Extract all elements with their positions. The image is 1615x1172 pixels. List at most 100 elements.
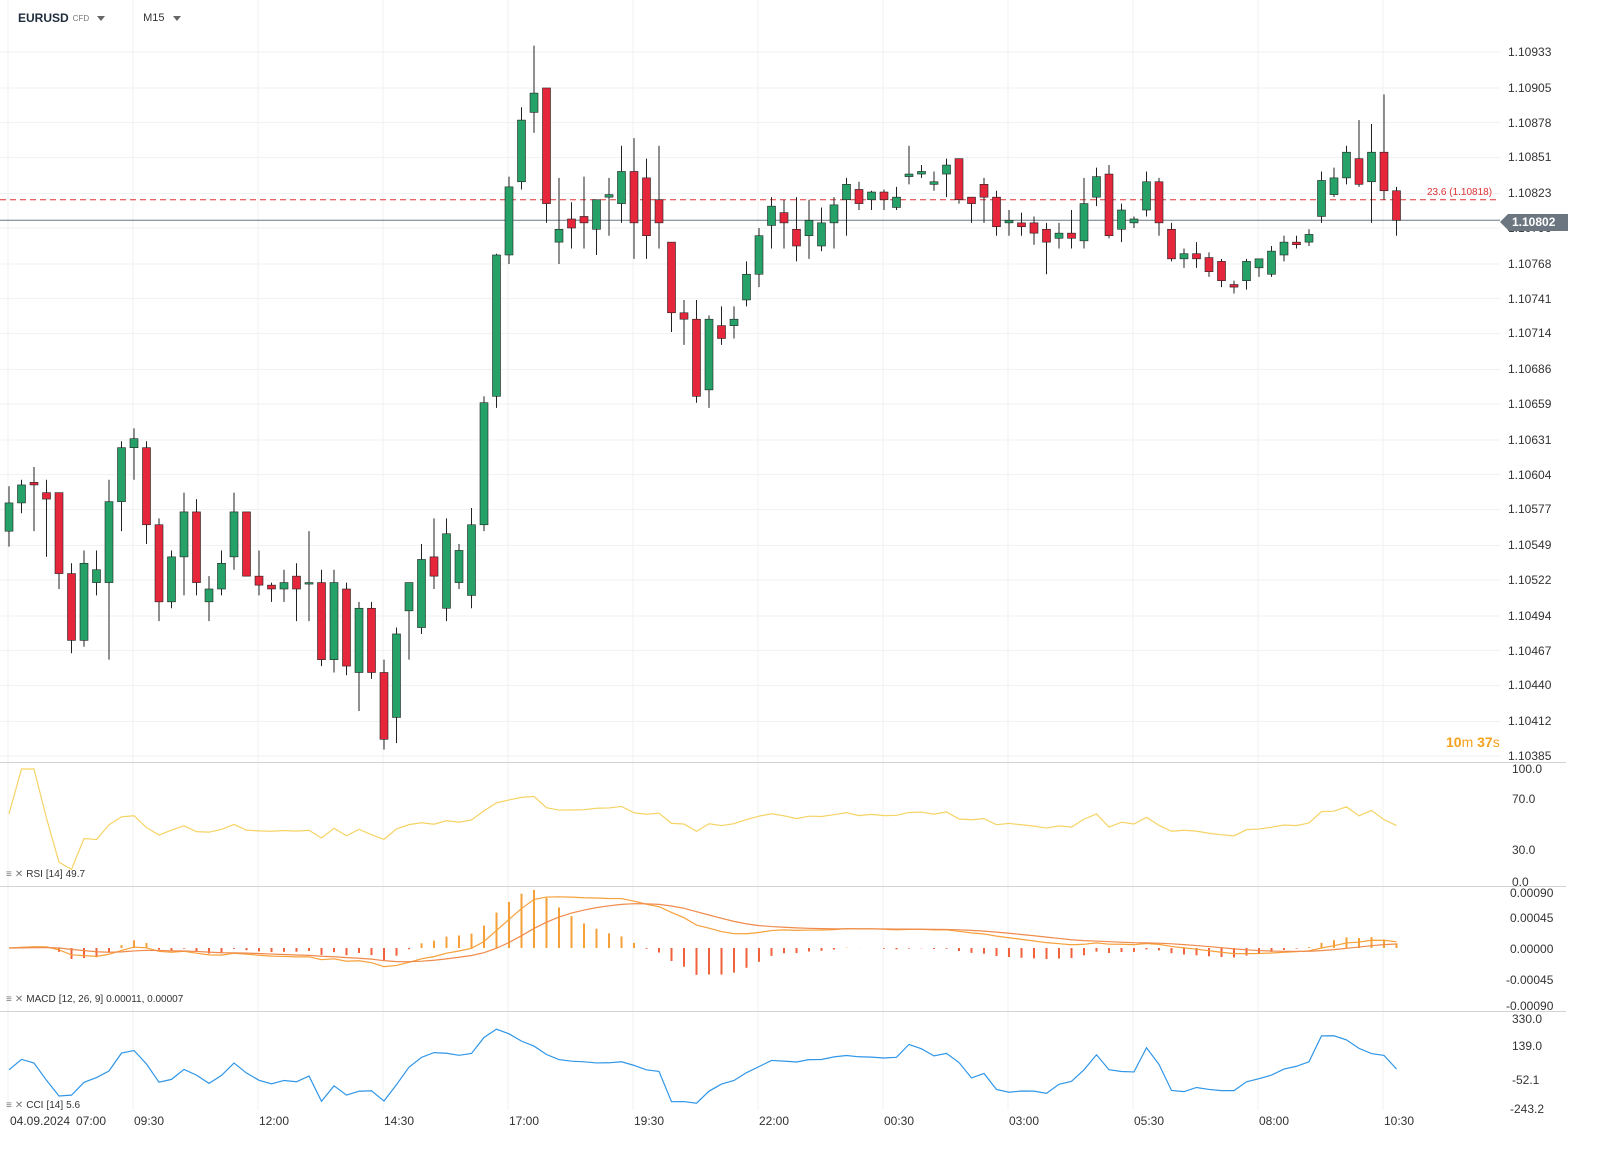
panel-divider[interactable] [0, 762, 1566, 763]
time-axis-label: 00:30 [884, 1114, 915, 1128]
bearish-candle [367, 607, 376, 673]
fib-level-label: 23.6 (1.10818) [1427, 187, 1493, 198]
price-axis-label: 1.10878 [1508, 115, 1552, 130]
macd-signal-line [8, 903, 1397, 963]
bearish-candle [1192, 253, 1201, 260]
time-axis-label: 09:30 [134, 1114, 165, 1128]
cci-line [8, 1028, 1397, 1104]
price-axis-label: 1.10933 [1508, 45, 1552, 59]
bearish-candle [567, 218, 576, 229]
bearish-candle [854, 189, 864, 204]
bullish-candle [867, 191, 876, 201]
bullish-candle [167, 556, 176, 603]
rsi-axis-label: 30.0 [1512, 843, 1536, 857]
time-axis-label: 03:00 [1009, 1114, 1040, 1128]
bearish-candle [342, 588, 351, 667]
bullish-candle [904, 173, 914, 177]
price-axis-label: 1.10659 [1508, 397, 1552, 411]
price-axis-label: 1.10577 [1508, 502, 1552, 517]
bullish-candle [754, 235, 764, 275]
bullish-candle [417, 559, 426, 628]
bearish-candle [429, 556, 439, 577]
price-axis-label: 1.10823 [1508, 186, 1552, 201]
cci-legend: ≡ ✕ CCI [14] 5.6 [6, 1100, 80, 1111]
chart-header: EURUSD CFD M15 [18, 8, 181, 28]
bullish-candle [354, 607, 364, 673]
bearish-candle [1104, 173, 1114, 237]
bearish-candle [629, 171, 639, 224]
panel-divider[interactable] [0, 886, 1566, 887]
bullish-candle [1179, 253, 1189, 260]
bearish-candle [67, 573, 76, 641]
time-axis-label: 22:00 [759, 1114, 790, 1128]
bullish-candle [942, 164, 951, 175]
bearish-candle [979, 184, 989, 198]
bullish-candle [529, 92, 539, 113]
timeframe-selector[interactable]: M15 [143, 12, 181, 24]
bearish-candle [54, 492, 64, 574]
bullish-candle [1342, 151, 1351, 179]
macd-axis-label: 0.00090 [1510, 886, 1554, 900]
chevron-down-icon [97, 15, 106, 21]
countdown-min-unit: m [1461, 734, 1474, 750]
bullish-candle [329, 582, 339, 660]
bearish-candle [1392, 190, 1401, 221]
bullish-candle [1254, 258, 1264, 269]
symbol-selector[interactable]: EURUSD CFD [18, 11, 106, 25]
bullish-candle [517, 119, 526, 183]
bullish-candle [1267, 250, 1276, 275]
bearish-candle [542, 87, 551, 204]
close-icon[interactable]: ✕ [14, 994, 24, 1005]
bearish-candle [1354, 158, 1364, 185]
bullish-candle [917, 171, 926, 175]
panel-divider[interactable] [0, 1011, 1566, 1012]
candle-countdown: 10m 37s [1446, 734, 1500, 750]
bullish-candle [767, 205, 776, 226]
bullish-candle [92, 569, 101, 583]
bullish-candle [442, 533, 451, 609]
macd-values: 0.00011, 0.00007 [106, 994, 184, 1005]
bullish-candle [1004, 219, 1014, 224]
bearish-candle [42, 492, 51, 500]
macd-params: [12, 26, 9] [58, 994, 104, 1005]
chart-canvas[interactable] [0, 0, 1566, 1172]
bullish-candle [79, 562, 89, 641]
bullish-candle [804, 219, 814, 237]
bullish-candle [1054, 232, 1064, 239]
cci-axis-label: 139.0 [1512, 1039, 1543, 1053]
bearish-candle [667, 241, 676, 314]
cci-name: CCI [26, 1100, 44, 1111]
bearish-candle [679, 312, 689, 320]
bullish-candle [604, 194, 614, 198]
bullish-candle [1304, 234, 1314, 243]
bullish-candle [392, 633, 401, 718]
menu-icon[interactable]: ≡ [6, 994, 12, 1005]
bullish-candle [1079, 203, 1089, 242]
bearish-candle [992, 196, 1001, 228]
close-icon[interactable]: ✕ [14, 1100, 24, 1111]
price-axis-label: 1.10549 [1508, 538, 1552, 553]
bearish-candle [879, 191, 889, 201]
bullish-candle [842, 184, 851, 201]
menu-icon[interactable]: ≡ [6, 869, 12, 880]
bullish-candle [217, 562, 226, 590]
bearish-candle [1379, 151, 1389, 192]
menu-icon[interactable]: ≡ [6, 1100, 12, 1111]
bullish-candle [129, 438, 139, 448]
bearish-candle [642, 177, 651, 237]
rsi-axis-label: 0.0 [1512, 875, 1529, 889]
symbol-name: EURUSD [18, 11, 69, 25]
macd-axis-label: -0.00090 [1506, 999, 1554, 1013]
close-icon[interactable]: ✕ [14, 869, 24, 880]
bullish-candle [104, 501, 114, 583]
cci-axis-label: -52.1 [1512, 1073, 1540, 1087]
price-axis-label: 1.10905 [1508, 80, 1552, 95]
bullish-candle [592, 199, 601, 230]
symbol-type: CFD [72, 13, 90, 23]
bullish-candle [229, 511, 239, 558]
macd-axis-label: 0.00045 [1510, 911, 1554, 925]
bearish-candle [254, 575, 264, 586]
bearish-candle [1217, 261, 1226, 281]
bullish-candle [729, 318, 739, 326]
bearish-candle [692, 318, 701, 397]
